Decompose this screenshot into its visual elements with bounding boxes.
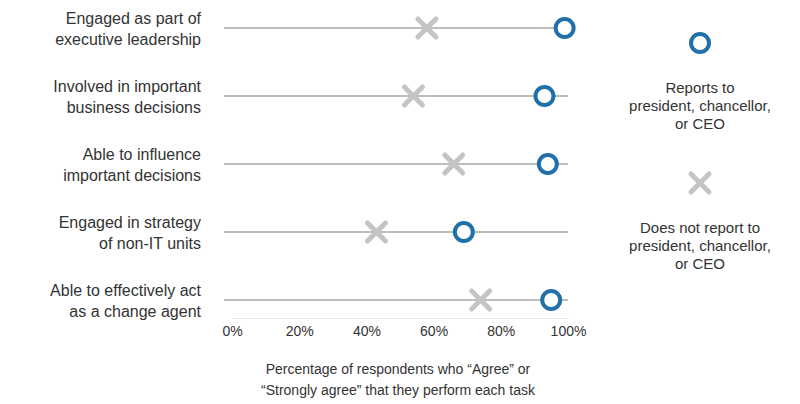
circle-marker [455, 223, 473, 241]
legend-marker [691, 174, 709, 192]
category-label: Engaged in strategy of non-IT units [59, 213, 201, 251]
text-line: “Strongly agree” that they perform each … [261, 382, 536, 398]
category-label: Engaged as part of executive leadership [55, 9, 201, 47]
rows: Engaged as part of executive leadership In… [50, 9, 568, 319]
tick-label: 20% [286, 323, 314, 339]
tick-label: 100% [551, 323, 587, 339]
tick-label: 60% [420, 323, 448, 339]
text-line: Percentage of respondents who “Agree” or [266, 361, 531, 377]
text-line: Engaged in strategy [59, 213, 201, 230]
x-marker [472, 291, 490, 309]
chart: Engaged as part of executive leadership In… [0, 0, 800, 404]
row-line [224, 163, 568, 165]
x-marker [418, 19, 436, 37]
text-line: president, chancellor, [629, 237, 771, 254]
category-label: Able to effectively act as a change agent [50, 281, 201, 319]
tick: 100% [551, 318, 587, 339]
text-line: business decisions [67, 98, 201, 115]
x-marker [404, 87, 422, 105]
row-line [224, 95, 568, 97]
text-line: executive leadership [55, 30, 201, 47]
text-line: or CEO [675, 255, 725, 272]
text-line: as a change agent [69, 302, 201, 319]
tick: 60% [420, 318, 448, 339]
circle-marker [539, 155, 557, 173]
circle-marker [556, 19, 574, 37]
legend-marker [691, 34, 709, 52]
text-line: of non-IT units [99, 234, 201, 251]
legend: Reports topresident, chancellor,or CEODo… [629, 34, 771, 272]
x-marker [445, 155, 463, 173]
row-line [224, 231, 568, 233]
tick-label: 80% [487, 323, 515, 339]
row-line [224, 27, 568, 29]
circle-marker [542, 291, 560, 309]
category-label: Able to influence important decisions [63, 145, 201, 183]
text-line: Does not report to [640, 219, 760, 236]
legend-label: Reports topresident, chancellor,or CEO [629, 79, 771, 132]
x-marker [367, 223, 385, 241]
text-line: Able to influence [83, 145, 201, 162]
legend-label: Does not report topresident, chancellor,… [629, 219, 771, 272]
x-axis: 0% 20% 40% 60% 80% 100% [222, 318, 586, 339]
tick-label: 40% [353, 323, 381, 339]
text-line: Involved in important [53, 77, 201, 94]
tick: 0% [222, 318, 242, 339]
tick: 80% [487, 318, 515, 339]
tick: 40% [353, 318, 381, 339]
legend-item: Does not report topresident, chancellor,… [629, 174, 771, 272]
text-line: or CEO [675, 115, 725, 132]
circle-marker [535, 87, 553, 105]
legend-item: Reports topresident, chancellor,or CEO [629, 34, 771, 132]
plot-area [367, 19, 573, 309]
series [367, 19, 489, 309]
series [455, 19, 574, 309]
axis-line [233, 318, 569, 319]
axis-title: Percentage of respondents who “Agree” or… [261, 361, 536, 398]
row-line [224, 299, 568, 301]
text-line: Reports to [665, 79, 734, 96]
text-line: president, chancellor, [629, 97, 771, 114]
text-line: important decisions [63, 166, 201, 183]
text-line: Engaged as part of [66, 9, 202, 26]
category-label: Involved in important business decisions [53, 77, 201, 115]
tick-label: 0% [222, 323, 242, 339]
text-line: Able to effectively act [50, 281, 201, 298]
tick: 20% [286, 318, 314, 339]
